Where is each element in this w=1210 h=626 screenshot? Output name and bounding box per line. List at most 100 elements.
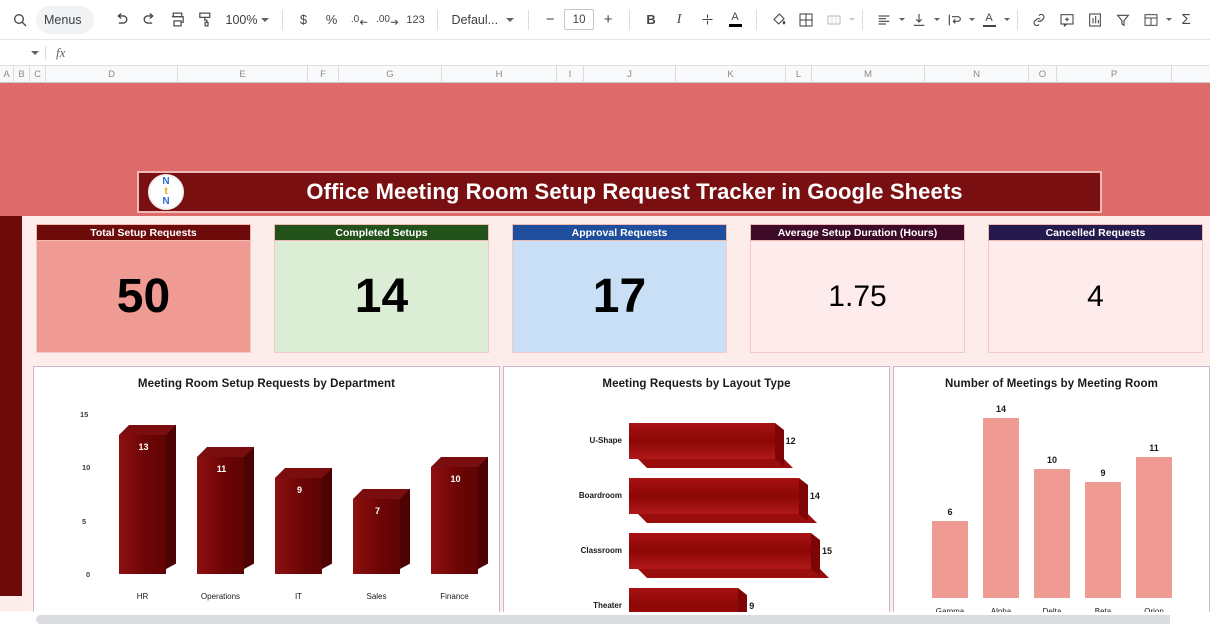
bar-side-face — [478, 457, 488, 569]
text-wrap-icon[interactable] — [940, 6, 968, 34]
menus-button[interactable]: Menus — [36, 5, 94, 34]
bar-front-face — [629, 478, 799, 514]
functions-button[interactable] — [1137, 6, 1173, 34]
scrollbar-thumb[interactable] — [36, 615, 1210, 624]
merge-cells-icon[interactable] — [820, 6, 848, 34]
horizontal-align-button[interactable] — [870, 6, 906, 34]
column-header-a[interactable]: A — [0, 66, 14, 83]
column-header-f[interactable]: F — [308, 66, 339, 83]
text-rotation-icon[interactable]: A — [975, 6, 1003, 34]
chevron-down-icon[interactable] — [1004, 18, 1011, 21]
link-icon[interactable] — [1025, 6, 1053, 34]
zoom-select[interactable]: 100% — [220, 6, 275, 34]
merge-cells-button[interactable] — [820, 6, 856, 34]
chart-card-department[interactable]: Meeting Room Setup Requests by Departmen… — [33, 366, 500, 626]
vertical-align-button[interactable] — [905, 6, 941, 34]
search-icon[interactable] — [6, 6, 34, 34]
print-icon[interactable] — [164, 6, 192, 34]
bar-horizontal — [629, 478, 817, 523]
bar-top-face — [197, 446, 254, 457]
bar-value-label: 14 — [995, 404, 1006, 414]
column-header-i[interactable]: I — [557, 66, 584, 83]
bar-horizontal — [629, 423, 793, 468]
horizontal-align-icon[interactable] — [870, 6, 898, 34]
filter-icon[interactable] — [1109, 6, 1137, 34]
chevron-down-icon[interactable] — [1166, 18, 1173, 21]
text-rotation-button[interactable]: A — [975, 6, 1011, 34]
column-header-m[interactable]: M — [812, 66, 925, 83]
bar-value-label: 12 — [785, 436, 796, 446]
bar-front-face — [629, 533, 811, 569]
column-header-c[interactable]: C — [30, 66, 46, 83]
chevron-down-icon[interactable] — [899, 18, 906, 21]
kpi-value: 17 — [592, 269, 647, 323]
x-axis-category-label: Alpha — [971, 607, 1031, 616]
fill-color-icon[interactable] — [764, 6, 792, 34]
functions-icon[interactable] — [1137, 6, 1165, 34]
kpi-value: 14 — [354, 269, 409, 323]
column-header-o[interactable]: O — [1029, 66, 1057, 83]
fx-icon: fx — [56, 44, 66, 60]
paint-format-icon[interactable] — [192, 6, 220, 34]
undo-icon[interactable] — [108, 6, 136, 34]
insert-comment-icon[interactable] — [1053, 6, 1081, 34]
column-header-p[interactable]: P — [1057, 66, 1172, 83]
chart-card-room[interactable]: Number of Meetings by Meeting Room 6 Gamm… — [893, 366, 1210, 626]
decrease-decimal-button[interactable]: .0 — [346, 6, 374, 34]
horizontal-scrollbar[interactable] — [0, 612, 1210, 626]
increase-font-size-button[interactable]: + — [603, 11, 613, 28]
text-color-button[interactable]: A — [721, 6, 749, 34]
bar-value-label: 13 — [138, 442, 149, 453]
bar-horizontal — [629, 533, 829, 578]
column-header-j[interactable]: J — [584, 66, 676, 83]
column-header-q[interactable]: Q — [1172, 66, 1210, 83]
toolbar-divider-4 — [629, 9, 631, 30]
x-axis-category-label: Beta — [1073, 607, 1133, 616]
toolbar-divider-5 — [756, 9, 758, 30]
number-format-button[interactable]: 123 — [406, 13, 425, 26]
column-header-b[interactable]: B — [14, 66, 30, 83]
text-wrap-button[interactable] — [940, 6, 976, 34]
chevron-down-icon[interactable] — [849, 18, 856, 21]
x-axis-category-label: Gamma — [920, 607, 980, 616]
x-axis-category-label: Delta — [1022, 607, 1082, 616]
decrease-font-size-button[interactable]: − — [545, 11, 555, 28]
bar-front-face — [353, 499, 400, 574]
bar-bottom-face — [638, 569, 829, 578]
column-header-k[interactable]: K — [676, 66, 786, 83]
column-header-n[interactable]: N — [925, 66, 1029, 83]
vertical-align-icon[interactable] — [905, 6, 933, 34]
increase-decimal-button[interactable]: .00 — [374, 6, 402, 34]
strikethrough-button[interactable] — [693, 6, 721, 34]
bar-bottom-face — [638, 514, 817, 523]
sum-button[interactable]: Σ — [1181, 11, 1191, 28]
chart-title-layout: Meeting Requests by Layout Type — [602, 378, 791, 390]
column-header-l[interactable]: L — [786, 66, 812, 83]
percent-format-button[interactable]: % — [325, 12, 338, 27]
borders-icon[interactable] — [792, 6, 820, 34]
bar-column — [1136, 456, 1172, 598]
formula-input[interactable] — [75, 39, 1210, 66]
column-header-h[interactable]: H — [442, 66, 557, 83]
insert-chart-icon[interactable] — [1081, 6, 1109, 34]
font-family-select[interactable]: Defaul... — [445, 6, 522, 34]
y-axis-tick-label: 15 — [80, 410, 89, 419]
column-header-e[interactable]: E — [178, 66, 308, 83]
redo-icon[interactable] — [136, 6, 164, 34]
chevron-down-icon[interactable] — [934, 18, 941, 21]
bar-column — [275, 467, 332, 574]
kpi-value: 4 — [1087, 279, 1104, 313]
chevron-down-icon[interactable] — [969, 18, 976, 21]
kpi-label: Total Setup Requests — [36, 224, 251, 241]
bold-button[interactable]: B — [646, 12, 656, 27]
chevron-down-icon[interactable] — [31, 50, 39, 55]
column-header-d[interactable]: D — [46, 66, 178, 83]
name-box[interactable] — [0, 40, 45, 66]
chart-card-layout[interactable]: Meeting Requests by Layout Type U-Shape 1… — [503, 366, 890, 626]
kpi-card: Average Setup Duration (Hours) 1.75 — [750, 224, 965, 356]
column-header-g[interactable]: G — [339, 66, 442, 83]
spreadsheet-canvas[interactable]: Office Meeting Room Setup Request Tracke… — [0, 83, 1210, 626]
italic-button[interactable]: I — [676, 11, 682, 27]
currency-format-button[interactable]: $ — [299, 12, 308, 27]
font-size-input[interactable]: 10 — [564, 9, 595, 30]
